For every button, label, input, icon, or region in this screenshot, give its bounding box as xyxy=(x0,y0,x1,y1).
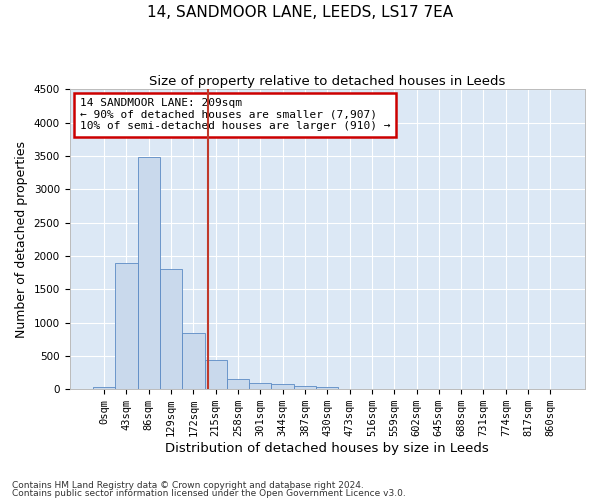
Text: 14, SANDMOOR LANE, LEEDS, LS17 7EA: 14, SANDMOOR LANE, LEEDS, LS17 7EA xyxy=(147,5,453,20)
Bar xyxy=(227,379,249,389)
Bar xyxy=(294,386,316,389)
Text: Contains public sector information licensed under the Open Government Licence v3: Contains public sector information licen… xyxy=(12,489,406,498)
Bar xyxy=(160,269,182,389)
Bar xyxy=(205,360,227,389)
Bar xyxy=(338,388,361,389)
Text: 14 SANDMOOR LANE: 209sqm
← 90% of detached houses are smaller (7,907)
10% of sem: 14 SANDMOOR LANE: 209sqm ← 90% of detach… xyxy=(80,98,391,132)
Bar xyxy=(249,382,271,389)
Bar xyxy=(316,386,338,389)
Y-axis label: Number of detached properties: Number of detached properties xyxy=(15,140,28,338)
Text: Contains HM Land Registry data © Crown copyright and database right 2024.: Contains HM Land Registry data © Crown c… xyxy=(12,480,364,490)
Title: Size of property relative to detached houses in Leeds: Size of property relative to detached ho… xyxy=(149,75,505,88)
Bar xyxy=(93,387,115,389)
X-axis label: Distribution of detached houses by size in Leeds: Distribution of detached houses by size … xyxy=(166,442,489,455)
Bar xyxy=(182,332,205,389)
Bar xyxy=(137,157,160,389)
Bar xyxy=(271,384,294,389)
Bar xyxy=(115,262,137,389)
